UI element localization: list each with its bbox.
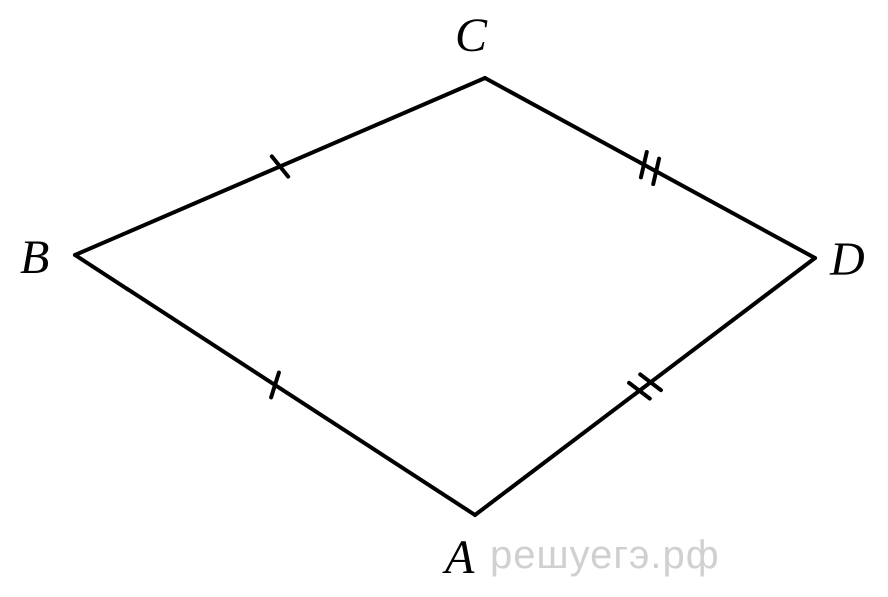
vertex-label-a: A <box>445 530 474 585</box>
vertex-label-d: D <box>830 232 865 287</box>
vertex-label-c: C <box>455 8 487 63</box>
geometry-diagram <box>0 0 888 597</box>
vertex-label-b: B <box>20 230 49 285</box>
watermark-text: решуегэ.рф <box>490 533 720 578</box>
